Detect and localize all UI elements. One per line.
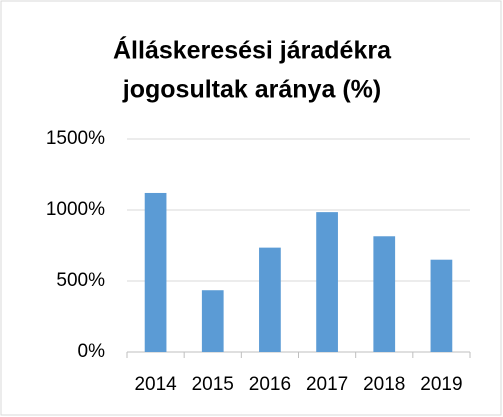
bar: [373, 236, 396, 352]
bar: [144, 192, 167, 352]
x-tick-label: 2016: [249, 374, 291, 395]
x-tick-label: 2017: [306, 374, 348, 395]
x-tick-label: 2015: [192, 374, 234, 395]
x-tick-label: 2014: [134, 374, 177, 395]
bar: [316, 212, 338, 352]
x-tick-label: 2018: [363, 374, 405, 395]
y-tick-label: 1000%: [46, 199, 105, 220]
bar: [201, 290, 224, 352]
y-tick-label: 500%: [56, 270, 105, 291]
y-tick-label: 1500%: [46, 128, 105, 149]
bar: [430, 259, 453, 352]
chart-title: Álláskeresési járadékra: [113, 36, 392, 65]
y-tick-label: 0%: [78, 341, 106, 362]
bar: [259, 247, 281, 352]
chart-title: jogosultak aránya (%): [122, 76, 381, 104]
x-tick-label: 2019: [420, 374, 462, 395]
